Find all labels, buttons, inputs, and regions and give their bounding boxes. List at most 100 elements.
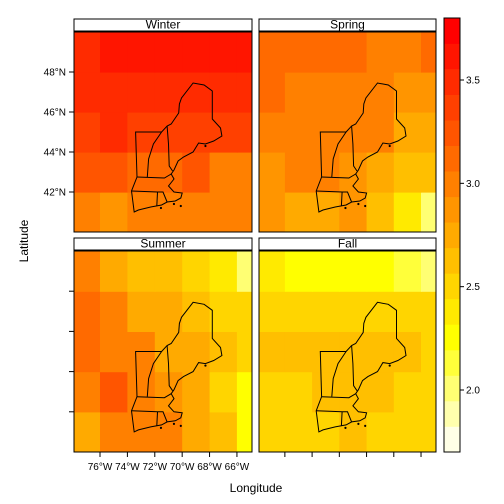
heatmap-cell <box>74 192 101 232</box>
heatmap-cell <box>366 371 395 413</box>
x-tick-label: 68°W <box>197 462 222 473</box>
heatmap-cell <box>312 291 340 332</box>
key-swatch <box>444 69 460 95</box>
y-tick-label: 46°N <box>44 108 66 119</box>
island-mark <box>204 364 207 367</box>
heatmap-cell <box>127 32 156 73</box>
panel-title: Winter <box>146 18 181 32</box>
island-mark <box>159 426 163 429</box>
state-border <box>146 351 163 397</box>
heatmap-cell <box>182 192 211 232</box>
heatmap-cell <box>209 411 238 452</box>
heatmap-cell <box>182 371 211 413</box>
heatmap-cell <box>182 291 211 332</box>
state-border <box>340 411 343 426</box>
key-swatch <box>444 18 460 44</box>
heatmap-cell <box>393 371 422 413</box>
key-swatch <box>444 324 460 351</box>
heatmap-cell <box>284 112 313 153</box>
island-mark <box>172 422 176 425</box>
map-layer <box>130 301 223 433</box>
key-swatch <box>444 196 460 223</box>
state-border <box>340 191 343 207</box>
heatmap-cell <box>74 32 101 73</box>
color-key: 2.0 2.5 3.0 3.5 <box>443 17 480 453</box>
heatmap-cell <box>284 251 313 292</box>
heatmap-cell <box>312 411 340 452</box>
x-tick-label: 66°W <box>225 462 250 473</box>
y-axis-title: Latitude <box>17 219 31 262</box>
key-swatch <box>444 94 460 121</box>
heatmap-cell <box>259 251 286 292</box>
key-tick-label: 2.0 <box>466 386 480 397</box>
heatmap-cell <box>182 251 211 292</box>
state-border <box>156 191 158 207</box>
x-tick-label: 76°W <box>88 462 113 473</box>
heatmap-cell <box>366 411 395 452</box>
island-mark <box>179 204 182 208</box>
heatmap-cell <box>74 411 101 452</box>
panel-frame <box>73 31 253 233</box>
heatmap-cell <box>312 192 340 232</box>
key-swatch <box>444 120 460 146</box>
heatmap-cell <box>154 411 183 452</box>
heatmap-cell <box>259 32 286 73</box>
heatmap-cell <box>339 32 368 73</box>
heatmap-cell <box>393 112 422 153</box>
island-mark <box>357 202 360 206</box>
heatmap-cell <box>154 192 183 232</box>
heatmap-cell <box>74 152 101 193</box>
state-border <box>351 345 358 391</box>
island-mark <box>364 424 367 427</box>
heatmap-cell <box>421 251 436 292</box>
heatmap-cell <box>127 251 156 292</box>
island-mark <box>357 422 360 425</box>
x-tick-label: 72°W <box>143 462 168 473</box>
heatmap-cell <box>421 152 436 193</box>
state-border <box>146 131 163 178</box>
state-outline <box>130 82 223 213</box>
heatmap-cells <box>74 251 252 452</box>
heatmap-cell <box>182 152 211 193</box>
heatmap-cell <box>209 331 238 373</box>
x-tick-label: 70°W <box>170 462 195 473</box>
panel-frame <box>258 31 437 233</box>
heatmap-cell <box>154 251 183 292</box>
heatmap-cells <box>74 32 252 232</box>
key-swatch <box>444 273 460 300</box>
heatmap-cell <box>393 192 422 232</box>
heatmap-cell <box>312 371 340 413</box>
panel-frame <box>258 250 437 453</box>
heatmap-cell <box>209 32 238 73</box>
heatmap-cell <box>312 32 340 73</box>
heatmap-cell <box>284 72 313 113</box>
heatmap-cell <box>209 371 238 413</box>
heatmap-cell <box>236 112 252 153</box>
key-swatch <box>444 222 460 249</box>
heatmap-cell <box>182 32 211 73</box>
state-outline <box>315 82 407 213</box>
heatmap-cell <box>259 152 286 193</box>
heatmap-cell <box>154 291 183 332</box>
heatmap-cell <box>127 192 156 232</box>
heatmap-cell <box>393 331 422 373</box>
panel-strip <box>73 18 253 32</box>
panel-spring: Spring <box>258 18 437 233</box>
y-tick-label: 42°N <box>44 188 66 199</box>
heatmap-cell <box>421 112 436 153</box>
heatmap-cell <box>100 152 128 193</box>
heatmap-cell <box>236 192 252 232</box>
heatmap-cell <box>259 192 286 232</box>
heatmap-cell <box>366 291 395 332</box>
heatmap-cell <box>259 371 286 413</box>
heatmap-cell <box>236 251 252 292</box>
key-swatch <box>444 375 460 402</box>
heatmap-cell <box>259 112 286 153</box>
heatmap-cell <box>259 72 286 113</box>
heatmap-cell <box>100 411 128 452</box>
heatmap-cell <box>74 331 101 373</box>
heatmap-cell <box>393 32 422 73</box>
key-tick-label: 3.0 <box>466 179 480 190</box>
island-mark <box>204 144 207 148</box>
map-layer <box>315 82 407 213</box>
